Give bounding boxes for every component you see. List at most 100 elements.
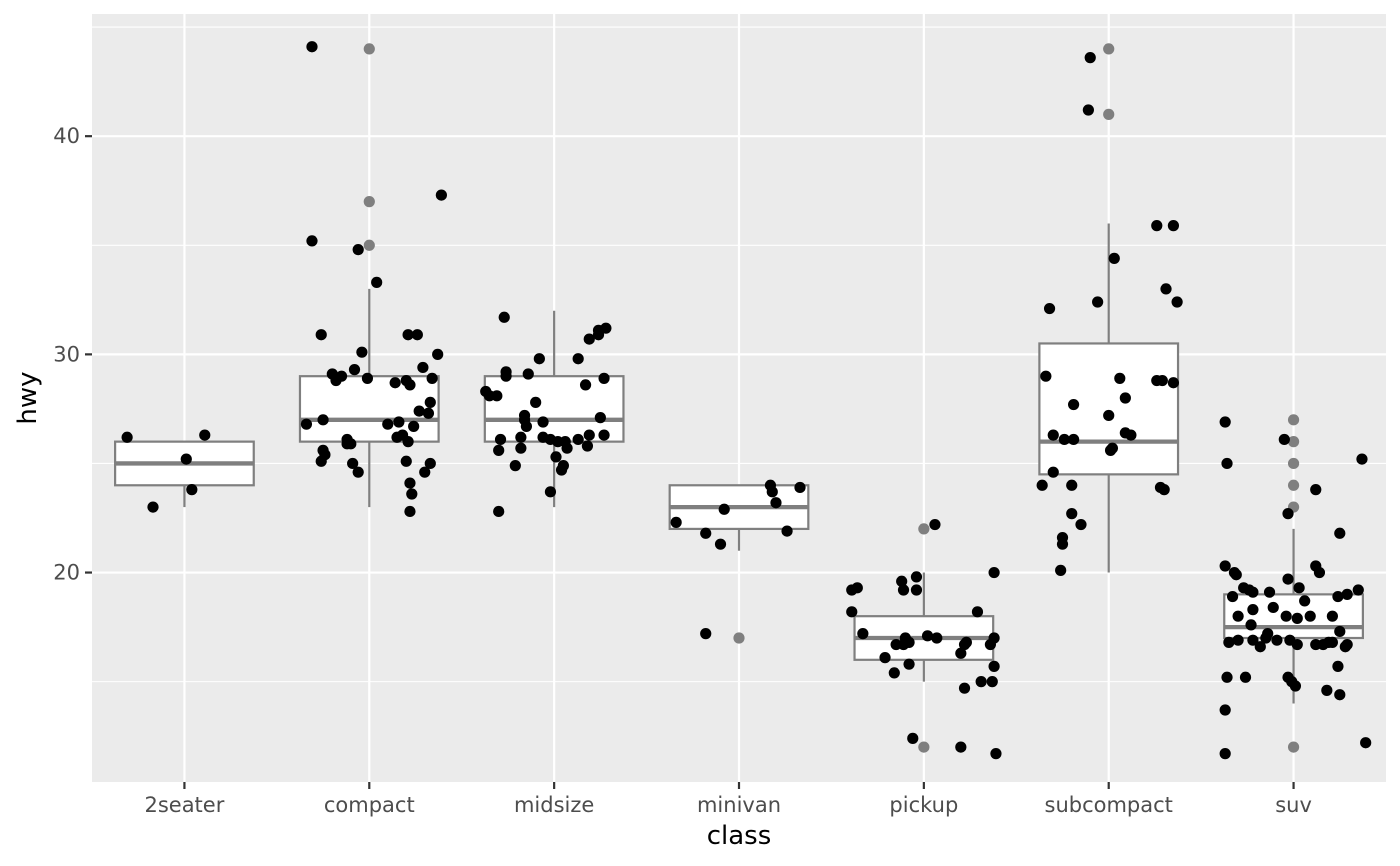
jitter-point <box>1313 566 1326 579</box>
jitter-point <box>700 628 712 640</box>
jitter-point <box>890 638 902 651</box>
jitter-point <box>1245 619 1257 631</box>
jitter-point <box>1036 479 1048 491</box>
jitter-point <box>186 484 198 496</box>
jitter-point <box>424 396 436 408</box>
jitter-point <box>1293 582 1305 594</box>
jitter-point <box>1058 433 1070 446</box>
jitter-point <box>361 372 374 384</box>
jitter-point <box>413 405 425 417</box>
jitter-point <box>846 584 858 596</box>
jitter-point <box>1219 704 1231 716</box>
outlier-point <box>363 239 375 251</box>
jitter-point <box>520 420 533 432</box>
jitter-point <box>515 442 527 454</box>
jitter-point <box>958 638 971 651</box>
jitter-point <box>404 477 416 489</box>
jitter-point <box>393 416 405 428</box>
jitter-point <box>408 420 420 432</box>
jitter-point <box>1171 296 1183 308</box>
jitter-point <box>1151 220 1163 232</box>
jitter-point <box>598 429 610 441</box>
jitter-point <box>781 525 793 537</box>
jitter-point <box>1108 252 1120 264</box>
jitter-point <box>1092 296 1104 308</box>
jitter-point <box>330 374 342 387</box>
jitter-point <box>579 379 592 391</box>
jitter-point <box>1084 52 1096 64</box>
jitter-layer <box>121 41 1372 760</box>
jitter-point <box>1158 484 1170 496</box>
jitter-point <box>1125 429 1137 441</box>
jitter-point <box>352 466 364 478</box>
jitter-point <box>1299 595 1311 607</box>
jitter-point <box>1043 302 1056 315</box>
jitter-point <box>1056 538 1069 550</box>
jitter-point <box>306 41 318 53</box>
jitter-point <box>592 324 605 336</box>
jitter-point <box>422 407 435 419</box>
jitter-point <box>406 488 418 500</box>
jitter-point <box>1271 634 1283 646</box>
jitter-point <box>561 442 573 454</box>
jitter-point <box>121 431 133 443</box>
jitter-point <box>1219 560 1231 572</box>
jitter-point <box>356 346 368 358</box>
jitter-point <box>572 433 584 446</box>
jitter-point <box>1332 660 1344 672</box>
jitter-point <box>389 377 401 389</box>
x-tick-label: subcompact <box>1045 793 1173 817</box>
jitter-point <box>1334 625 1346 638</box>
jitter-point <box>317 414 329 426</box>
jitter-point <box>1239 671 1252 683</box>
jitter-point <box>598 372 610 384</box>
jitter-point <box>1119 392 1131 404</box>
x-axis-title: class <box>707 821 772 851</box>
jitter-point <box>1291 612 1303 624</box>
box-minivan <box>668 484 810 644</box>
outlier-point <box>1287 414 1300 426</box>
jitter-point <box>424 457 436 470</box>
jitter-point <box>493 505 505 518</box>
jitter-point <box>1219 416 1231 428</box>
jitter-point <box>1326 636 1338 648</box>
jitter-point <box>929 518 941 531</box>
jitter-point <box>1082 104 1094 116</box>
jitter-point <box>411 329 423 341</box>
jitter-point <box>1167 377 1180 389</box>
jitter-point <box>550 451 562 463</box>
jitter-point <box>522 368 534 380</box>
jitter-point <box>147 501 159 513</box>
jitter-point <box>432 348 444 360</box>
jitter-point <box>770 497 782 509</box>
jitter-point <box>700 527 712 539</box>
jitter-point <box>581 440 594 452</box>
outlier-point <box>918 523 930 535</box>
jitter-point <box>533 353 545 365</box>
jitter-point <box>1289 680 1302 692</box>
jitter-point <box>402 436 414 448</box>
outlier-point <box>1287 457 1300 470</box>
jitter-point <box>897 584 910 596</box>
jitter-point <box>500 370 512 382</box>
jitter-point <box>315 455 327 467</box>
jitter-point <box>988 660 1000 672</box>
jitter-point <box>1103 409 1115 422</box>
jitter-point <box>1334 689 1346 701</box>
jitter-point <box>493 444 505 456</box>
jitter-point <box>402 329 414 341</box>
jitter-point <box>1282 508 1294 520</box>
jitter-point <box>794 481 806 494</box>
jitter-point <box>1066 479 1078 491</box>
jitter-point <box>910 584 923 596</box>
jitter-point <box>910 571 923 583</box>
jitter-point <box>896 575 908 587</box>
jitter-point <box>1232 634 1244 646</box>
jitter-point <box>990 748 1002 760</box>
outlier-point <box>363 196 375 208</box>
jitter-point <box>382 418 394 430</box>
jitter-point <box>921 630 934 642</box>
jitter-point <box>572 353 584 365</box>
jitter-point <box>180 453 192 465</box>
